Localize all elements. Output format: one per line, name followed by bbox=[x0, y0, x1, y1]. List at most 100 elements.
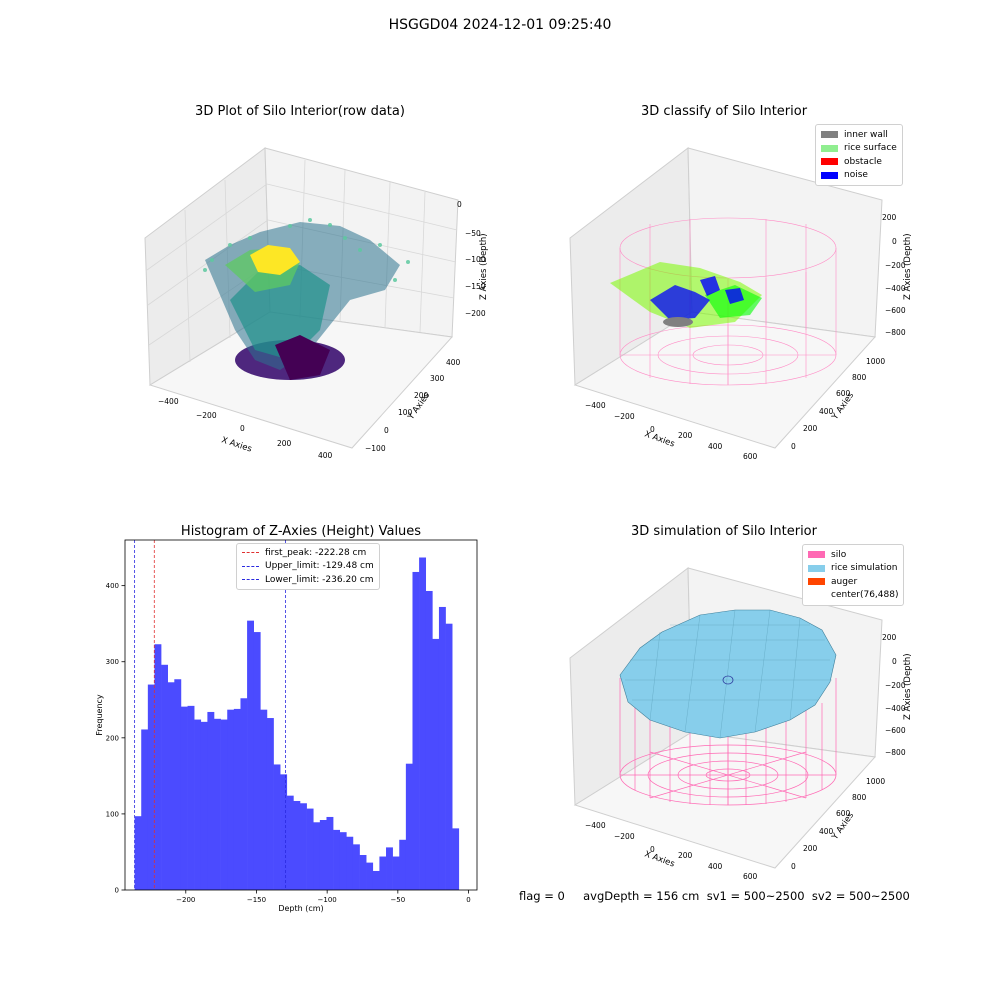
legend-item-lower-limit: Lower_limit: -236.20 cm bbox=[242, 573, 374, 587]
svg-text:200: 200 bbox=[414, 391, 429, 400]
first-peak-line-swatch bbox=[242, 552, 259, 554]
auger-swatch bbox=[808, 578, 825, 586]
histogram-bar bbox=[319, 820, 327, 890]
legend-item-rice-simulation: rice simulation bbox=[808, 562, 898, 576]
histogram-bar bbox=[293, 800, 301, 890]
histogram-bar bbox=[306, 808, 314, 890]
histogram-bar bbox=[273, 764, 281, 890]
histogram-bar bbox=[161, 664, 168, 890]
histogram-bar bbox=[200, 721, 208, 890]
svg-text:200: 200 bbox=[277, 439, 292, 448]
simulation-rice-surface bbox=[619, 609, 837, 739]
histogram-bar bbox=[147, 684, 155, 890]
histogram-bar bbox=[452, 828, 460, 890]
histogram-bar bbox=[438, 606, 446, 890]
silo-swatch bbox=[808, 551, 825, 559]
svg-text:0: 0 bbox=[650, 845, 655, 854]
lower-limit-line-swatch bbox=[242, 579, 259, 581]
histogram-frame bbox=[124, 539, 478, 891]
histogram-x-tick-label: −200 bbox=[176, 896, 195, 904]
svg-text:400: 400 bbox=[446, 358, 461, 367]
svg-text:200: 200 bbox=[678, 431, 693, 440]
histogram-bar bbox=[313, 822, 321, 890]
svg-text:1000: 1000 bbox=[866, 357, 885, 366]
svg-text:−100: −100 bbox=[365, 444, 386, 453]
histogram-bar bbox=[379, 856, 387, 890]
histogram-bar bbox=[300, 803, 307, 890]
histogram-bar bbox=[134, 816, 142, 890]
simulation-auger-marker bbox=[722, 675, 734, 685]
classify-zlabel: Z Axies (Depth) bbox=[903, 233, 913, 300]
simulation-xlabel: X Axies bbox=[643, 849, 676, 869]
histogram-bar bbox=[405, 763, 413, 890]
histogram-bar bbox=[227, 709, 235, 890]
histogram-bar bbox=[207, 711, 215, 890]
svg-text:−400: −400 bbox=[158, 397, 179, 406]
svg-text:0: 0 bbox=[650, 425, 655, 434]
histogram-bar bbox=[266, 718, 274, 890]
histogram-bar bbox=[432, 638, 440, 890]
simulation-panel-title: 3D simulation of Silo Interior bbox=[631, 524, 817, 539]
histogram-bar bbox=[359, 855, 367, 890]
histogram-bar bbox=[419, 557, 427, 890]
histogram-bar bbox=[233, 708, 241, 890]
histogram-bar bbox=[386, 847, 393, 890]
svg-text:100: 100 bbox=[398, 408, 413, 417]
svg-text:−600: −600 bbox=[885, 306, 906, 315]
status-footer: flag = 0 avgDepth = 156 cm sv1 = 500~250… bbox=[519, 889, 910, 903]
svg-text:−200: −200 bbox=[614, 412, 635, 421]
center-swatch bbox=[808, 592, 825, 599]
svg-text:0: 0 bbox=[384, 426, 389, 435]
histogram-y-tick-label: 0 bbox=[115, 887, 119, 895]
svg-text:300: 300 bbox=[430, 374, 445, 383]
legend-item-obstacle: obstacle bbox=[821, 155, 897, 169]
raw-y-ticks: −100 0 100 200 300 400 bbox=[365, 358, 461, 453]
svg-text:0: 0 bbox=[892, 237, 897, 246]
histogram-bar bbox=[260, 709, 268, 890]
svg-text:0: 0 bbox=[240, 424, 245, 433]
histogram-bar bbox=[425, 590, 433, 890]
raw-scattered-points bbox=[203, 218, 410, 282]
histogram-y-tick-label: 400 bbox=[106, 582, 119, 590]
histogram-bar bbox=[141, 729, 149, 890]
legend-item-rice-surface: rice surface bbox=[821, 142, 897, 156]
svg-text:400: 400 bbox=[819, 407, 834, 416]
svg-text:−200: −200 bbox=[196, 411, 217, 420]
histogram-legend: first_peak: -222.28 cm Upper_limit: -129… bbox=[236, 543, 380, 590]
svg-text:0: 0 bbox=[457, 200, 462, 209]
svg-text:400: 400 bbox=[708, 862, 723, 871]
histogram-ylabel: Frequency bbox=[95, 694, 104, 736]
histogram-bar bbox=[445, 623, 453, 890]
simulation-x-ticks: −400 −200 0 200 400 600 bbox=[585, 821, 758, 881]
svg-text:400: 400 bbox=[708, 442, 723, 451]
svg-text:−400: −400 bbox=[885, 704, 906, 713]
classify-inner-wall-points bbox=[663, 317, 693, 327]
histogram-bar bbox=[194, 719, 202, 890]
svg-text:−200: −200 bbox=[614, 832, 635, 841]
histogram-x-tick-label: −150 bbox=[247, 896, 266, 904]
svg-text:200: 200 bbox=[882, 633, 897, 642]
simulation-y-ticks: 0 200 400 600 800 1000 bbox=[791, 777, 885, 871]
histogram-bar bbox=[333, 829, 341, 890]
svg-text:−200: −200 bbox=[465, 309, 486, 318]
histogram-bar bbox=[399, 839, 407, 890]
histogram-bar bbox=[214, 718, 221, 890]
svg-text:1000: 1000 bbox=[866, 777, 885, 786]
svg-text:600: 600 bbox=[836, 389, 851, 398]
raw-point-cloud bbox=[205, 222, 400, 380]
svg-text:0: 0 bbox=[791, 862, 796, 871]
histogram-bar bbox=[326, 816, 334, 890]
histogram-bar bbox=[366, 862, 374, 890]
svg-text:−600: −600 bbox=[885, 726, 906, 735]
svg-text:200: 200 bbox=[882, 213, 897, 222]
noise-swatch bbox=[821, 171, 838, 179]
histogram-bar bbox=[286, 795, 294, 890]
histogram-bar bbox=[220, 719, 228, 890]
svg-text:0: 0 bbox=[892, 657, 897, 666]
histogram-bar bbox=[392, 856, 400, 890]
raw-3d-plot: −400 −200 0 200 400 X Axies −100 0 100 2… bbox=[144, 147, 489, 460]
svg-text:−400: −400 bbox=[585, 821, 606, 830]
svg-text:400: 400 bbox=[318, 451, 333, 460]
classify-y-ticks: 0 200 400 600 800 1000 bbox=[791, 357, 885, 451]
histogram-bar bbox=[346, 836, 354, 890]
